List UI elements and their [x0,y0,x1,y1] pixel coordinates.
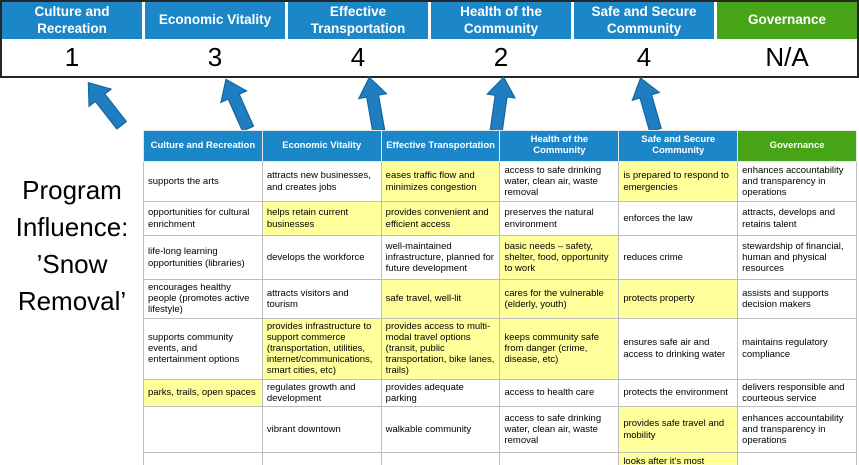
influence-cell: maintains regulatory compliance [737,317,857,380]
table-row: encourages healthy people (promotes acti… [143,279,857,319]
up-arrow-icon [631,77,662,132]
influence-cell: encourages healthy people (promotes acti… [143,279,263,319]
column-header-safe-and-secure-community: Safe and Secure Community [618,130,739,162]
influence-table-body: supports the arts attracts new businesses… [143,161,857,465]
influence-cell: delivers responsible and courteous servi… [737,378,857,408]
pillar-score-economic-vitality: 3 [145,39,285,76]
influence-cell: preserves the natural environment [499,201,620,236]
influence-cell: access to safe drinking water, clean air… [499,406,620,454]
influence-cell: access to safe drinking water, clean air… [499,161,620,202]
influence-cell: attracts, develops and retains talent [737,201,857,236]
influence-cell: enforces the law [618,201,739,236]
influence-cell: assists and supports decision makers [737,279,857,319]
pillar-score-effective-transportation: 4 [288,39,428,76]
table-row: supports the arts attracts new businesses… [143,161,857,202]
influence-cell: protects property [618,279,739,319]
influence-cell: regulates growth and development [261,378,382,408]
influence-cell: attracts visitors and tourism [261,279,382,319]
pillar-header-health-of-the-community: Health of the Community [431,2,571,39]
influence-cell [261,452,382,465]
up-arrow-icon [357,76,388,132]
influence-cell [143,406,263,454]
table-row: life-long learning opportunities (librar… [143,235,857,280]
table-row: opportunities for cultural enrichment hel… [143,201,857,236]
influence-cell: stewardship of financial, human and phys… [737,235,857,280]
pillar-header-economic-vitality: Economic Vitality [145,2,285,39]
influence-cell: develops the workforce [261,235,382,280]
pillar-header-governance: Governance [717,2,857,39]
influence-cell [499,452,620,465]
pillar-score-culture-and-recreation: 1 [2,39,142,76]
influence-matrix: Culture and Recreation Economic Vitality… [143,130,857,465]
influence-cell: attracts new businesses, and creates job… [261,161,382,202]
column-header-effective-transportation: Effective Transportation [380,130,501,162]
influence-cell: vibrant downtown [261,406,382,454]
influence-cell [380,452,501,465]
program-influence-label: Program Influence: ’Snow Removal’ [15,175,129,316]
influence-cell: walkable community [380,406,501,454]
pillar-scoreboard: Culture and Recreation Economic Vitality… [0,0,859,78]
up-arrow-icon [87,81,128,130]
influence-cell: enhances accountability and transparency… [737,161,857,202]
influence-cell: provides infrastructure to support comme… [261,317,382,380]
influence-cell: provides adequate parking [380,378,501,408]
influence-cell: reduces crime [618,235,739,280]
pillar-score-health-of-the-community: 2 [431,39,571,76]
influence-cell: is prepared to respond to emergencies [618,161,739,202]
influence-cell: ensures safe air and access to drinking … [618,317,739,380]
influence-cell: access to health care [499,378,620,408]
table-row: vibrant downtown walkable community access… [143,406,857,454]
influence-cell: well-maintained infrastructure, planned … [380,235,501,280]
pillar-score-safe-and-secure-community: 4 [574,39,714,76]
influence-cell: provides access to multi-modal travel op… [380,317,501,380]
influence-matrix-header: Culture and Recreation Economic Vitality… [143,130,857,162]
influence-cell: life-long learning opportunities (librar… [143,235,263,280]
influence-cell: supports community events, and entertain… [143,317,263,380]
influence-cell: parks, trails, open spaces [143,378,263,408]
influence-cell: protects the environment [618,378,739,408]
influence-cell [737,452,857,465]
pillar-header-effective-transportation: Effective Transportation [288,2,428,39]
column-header-culture-and-recreation: Culture and Recreation [143,130,263,162]
up-arrow-icon [220,78,255,132]
influence-cell: enhances accountability and transparency… [737,406,857,454]
pillar-header-culture-and-recreation: Culture and Recreation [2,2,142,39]
influence-cell: opportunities for cultural enrichment [143,201,263,236]
column-header-health-of-the-community: Health of the Community [499,130,620,162]
table-row: looks after it's most vulnerable [143,452,857,465]
table-row: supports community events, and entertain… [143,317,857,380]
pillar-score-governance: N/A [717,39,857,76]
influence-cell: basic needs – safety, shelter, food, opp… [499,235,620,280]
influence-cell: helps retain current businesses [261,201,382,236]
up-arrow-icon [485,76,517,132]
influence-cell: provides convenient and efficient access [380,201,501,236]
influence-cell: provides safe travel and mobility [618,406,739,454]
influence-cell: cares for the vulnerable (elderly, youth… [499,279,620,319]
influence-cell [143,452,263,465]
influence-cell: keeps community safe from danger (crime,… [499,317,620,380]
pillar-header-safe-and-secure-community: Safe and Secure Community [574,2,714,39]
table-header-row: Culture and Recreation Economic Vitality… [143,130,857,162]
column-header-economic-vitality: Economic Vitality [261,130,382,162]
influence-arrows [87,76,662,132]
table-row: parks, trails, open spaces regulates grow… [143,378,857,408]
influence-cell: safe travel, well-lit [380,279,501,319]
column-header-governance: Governance [737,130,857,162]
influence-cell: eases traffic flow and minimizes congest… [380,161,501,202]
influence-cell: supports the arts [143,161,263,202]
influence-cell: looks after it's most vulnerable [618,452,739,465]
